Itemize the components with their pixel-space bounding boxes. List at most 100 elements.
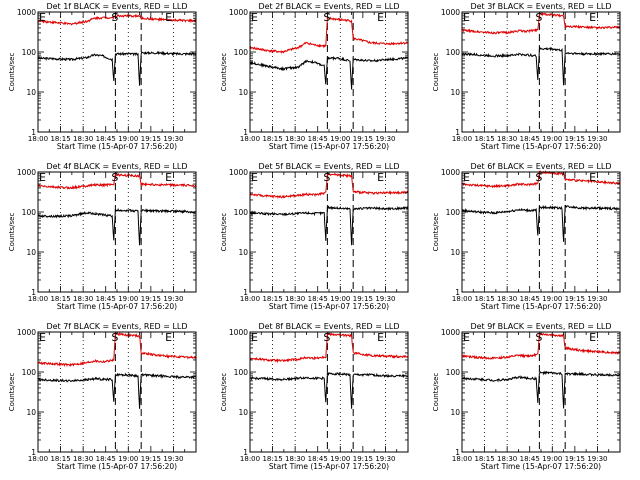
x-tick-label: 19:15 xyxy=(353,135,373,143)
y-tick-label: 1000 xyxy=(229,8,248,17)
y-tick-label: 10 xyxy=(238,408,248,417)
y-tick-label: 1000 xyxy=(229,168,248,177)
x-tick-label: 19:30 xyxy=(375,455,395,463)
x-tick-label: 18:15 xyxy=(50,455,70,463)
panel-title: Det 9f BLACK = Events, RED = LLD xyxy=(470,322,611,331)
x-tick-label: 19:15 xyxy=(141,135,161,143)
panel-title: Det 1f BLACK = Events, RED = LLD xyxy=(46,2,187,11)
marker-e-left: E xyxy=(39,11,46,24)
x-tick-label: 19:15 xyxy=(353,455,373,463)
y-tick-label: 100 xyxy=(234,48,249,57)
x-tick-label: 18:00 xyxy=(28,135,48,143)
panel-title: Det 7f BLACK = Events, RED = LLD xyxy=(46,322,187,331)
marker-e-left: E xyxy=(39,171,46,184)
marker-e: E xyxy=(377,11,384,24)
marker-s: S xyxy=(535,171,542,184)
panel-title: Det 4f BLACK = Events, RED = LLD xyxy=(46,162,187,171)
marker-e-left: E xyxy=(463,171,470,184)
x-axis-label: Start Time (15-Apr-07 17:56:20) xyxy=(481,142,601,151)
x-tick-label: 18:30 xyxy=(73,295,93,303)
plot-frame xyxy=(37,331,197,453)
x-tick-label: 19:30 xyxy=(587,295,607,303)
y-tick-label: 1000 xyxy=(17,328,36,337)
x-axis-label: Start Time (15-Apr-07 17:56:20) xyxy=(481,462,601,471)
y-tick-label: 1 xyxy=(243,448,248,457)
x-tick-label: 19:00 xyxy=(118,295,138,303)
series-events xyxy=(37,372,197,409)
x-tick-label: 19:15 xyxy=(141,295,161,303)
x-axis-label: Start Time (15-Apr-07 17:56:20) xyxy=(57,142,177,151)
marker-e: E xyxy=(377,331,384,344)
plot-frame xyxy=(249,331,409,453)
marker-e: E xyxy=(589,171,596,184)
y-axis-label: Counts/sec xyxy=(220,373,228,412)
y-tick-label: 1000 xyxy=(17,168,36,177)
y-tick-label: 1000 xyxy=(441,8,460,17)
x-tick-label: 19:30 xyxy=(587,135,607,143)
y-tick-label: 100 xyxy=(234,368,249,377)
y-tick-label: 100 xyxy=(22,368,37,377)
series-lld xyxy=(249,16,409,55)
x-tick-label: 18:45 xyxy=(308,295,328,303)
y-tick-label: 1 xyxy=(31,288,36,297)
plot-frame xyxy=(461,331,621,453)
marker-e-left: E xyxy=(463,11,470,24)
x-axis-label: Start Time (15-Apr-07 17:56:20) xyxy=(57,302,177,311)
y-tick-label: 100 xyxy=(446,48,461,57)
x-tick-label: 19:30 xyxy=(163,455,183,463)
x-tick-label: 18:15 xyxy=(474,135,494,143)
x-tick-label: 18:30 xyxy=(497,295,517,303)
marker-s: S xyxy=(111,331,118,344)
x-tick-label: 19:30 xyxy=(587,455,607,463)
x-tick-label: 18:30 xyxy=(285,135,305,143)
y-tick-label: 1000 xyxy=(229,328,248,337)
x-tick-label: 18:30 xyxy=(285,295,305,303)
x-tick-label: 19:00 xyxy=(542,455,562,463)
y-axis-label: Counts/sec xyxy=(432,53,440,92)
marker-s: S xyxy=(535,11,542,24)
x-tick-label: 18:30 xyxy=(497,455,517,463)
y-tick-label: 1 xyxy=(455,448,460,457)
y-axis-label: Counts/sec xyxy=(220,213,228,252)
plot-frame xyxy=(37,11,197,133)
marker-e-left: E xyxy=(251,11,258,24)
x-axis-label: Start Time (15-Apr-07 17:56:20) xyxy=(269,302,389,311)
y-axis-label: Counts/sec xyxy=(8,373,16,412)
plot-frame xyxy=(461,11,621,133)
series-events xyxy=(37,208,197,246)
series-lld xyxy=(37,173,197,190)
y-tick-label: 100 xyxy=(234,208,249,217)
x-tick-label: 18:30 xyxy=(73,455,93,463)
y-tick-label: 1 xyxy=(455,288,460,297)
y-axis-label: Counts/sec xyxy=(8,53,16,92)
marker-e-left: E xyxy=(251,331,258,344)
x-axis-label: Start Time (15-Apr-07 17:56:20) xyxy=(269,142,389,151)
y-tick-label: 1 xyxy=(31,128,36,137)
x-tick-label: 18:30 xyxy=(285,455,305,463)
x-tick-label: 19:30 xyxy=(163,135,183,143)
x-tick-label: 18:00 xyxy=(452,135,472,143)
marker-s: S xyxy=(323,331,330,344)
y-tick-label: 10 xyxy=(450,408,460,417)
marker-e-left: E xyxy=(463,331,470,344)
y-tick-label: 100 xyxy=(446,368,461,377)
panel-title: Det 8f BLACK = Events, RED = LLD xyxy=(258,322,399,331)
panel-title: Det 6f BLACK = Events, RED = LLD xyxy=(470,162,611,171)
x-tick-label: 19:00 xyxy=(330,295,350,303)
y-tick-label: 10 xyxy=(238,248,248,257)
x-tick-label: 18:15 xyxy=(262,295,282,303)
marker-e-left: E xyxy=(39,331,46,344)
x-tick-label: 18:00 xyxy=(240,135,260,143)
y-tick-label: 1000 xyxy=(441,168,460,177)
y-axis-label: Counts/sec xyxy=(432,373,440,412)
x-tick-label: 19:00 xyxy=(330,135,350,143)
x-tick-label: 18:00 xyxy=(240,295,260,303)
x-tick-label: 18:30 xyxy=(497,135,517,143)
series-events xyxy=(461,204,621,242)
series-events xyxy=(249,371,409,409)
